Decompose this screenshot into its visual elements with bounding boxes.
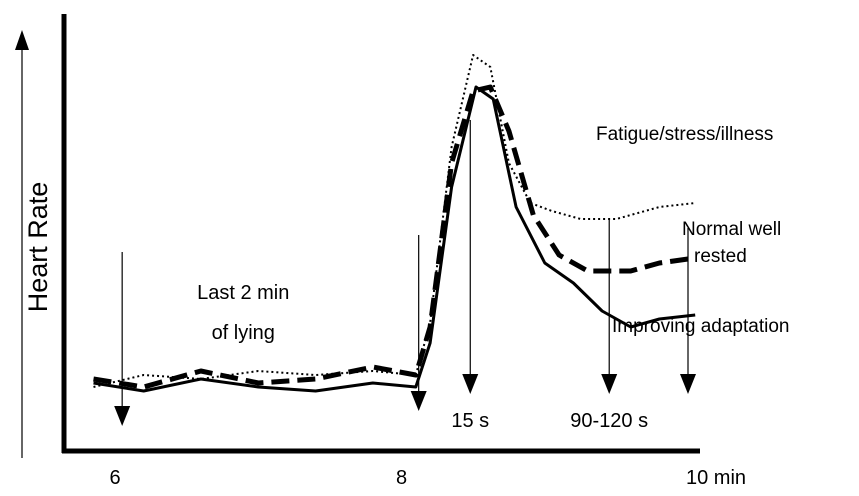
series-label: Fatigue/stress/illness [596, 124, 773, 145]
annotation-text: of lying [212, 322, 275, 344]
series-line-dashed [93, 84, 689, 390]
marker-arrowhead [114, 406, 131, 426]
x-tick-label: 10 min [686, 467, 746, 489]
series-label: Improving adaptation [612, 316, 789, 337]
series-line-solid [93, 85, 696, 393]
marker-arrowhead [410, 391, 427, 411]
marker-label: 90-120 s [570, 410, 648, 432]
marker-arrowhead [680, 374, 696, 394]
series-label: rested [694, 246, 747, 267]
y-axis-label: Heart Rate [23, 182, 53, 313]
y-direction-arrow-head [15, 30, 29, 50]
series-line-dotted [93, 54, 696, 388]
marker-label: 15 s [451, 410, 489, 432]
x-tick-label: 6 [109, 467, 120, 489]
series-label: Normal well [682, 219, 781, 240]
marker-arrowhead [462, 374, 479, 394]
x-tick-label: 8 [396, 467, 407, 489]
marker-arrowhead [601, 374, 618, 394]
annotation-text: Last 2 min [197, 282, 289, 304]
